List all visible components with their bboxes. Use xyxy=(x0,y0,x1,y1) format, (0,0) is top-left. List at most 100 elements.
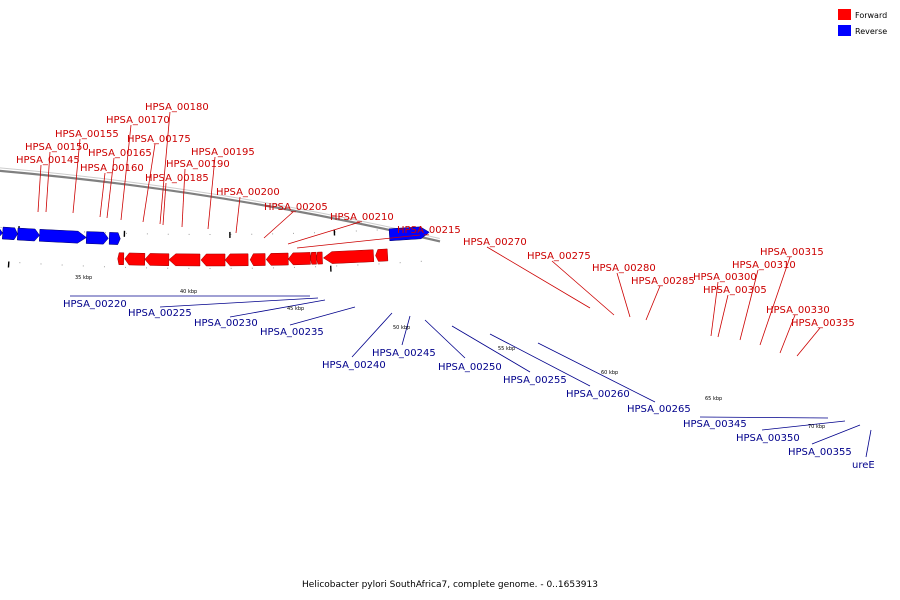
gene-label[interactable]: HPSA_00145 xyxy=(16,155,80,166)
reverse-gene-arrow[interactable] xyxy=(2,226,18,241)
legend-reverse-swatch xyxy=(838,25,851,36)
forward-gene-arrow[interactable] xyxy=(144,253,170,266)
leader-line xyxy=(645,285,661,321)
map-caption: Helicobacter pylori SouthAfrica7, comple… xyxy=(302,580,598,590)
leader-line xyxy=(207,156,216,230)
gene-label[interactable]: HPSA_00315 xyxy=(760,247,824,258)
gene-label[interactable]: HPSA_00350 xyxy=(736,433,800,444)
leader-line xyxy=(551,260,615,316)
gene-label[interactable]: HPSA_00265 xyxy=(627,404,691,415)
leader-line xyxy=(401,315,411,346)
gene-label[interactable]: HPSA_00240 xyxy=(322,360,386,371)
leader-line xyxy=(229,299,326,318)
leader-line xyxy=(296,234,421,249)
gene-label[interactable]: HPSA_00170 xyxy=(106,115,170,126)
leader-line xyxy=(424,319,466,359)
gene-label[interactable]: HPSA_00205 xyxy=(264,202,328,213)
gene-label[interactable]: HPSA_00330 xyxy=(766,305,830,316)
gene-label[interactable]: HPSA_00230 xyxy=(194,318,258,329)
tick-label: 60 kbp xyxy=(601,370,618,376)
gene-label[interactable]: HPSA_00300 xyxy=(693,272,757,283)
gene-label[interactable]: HPSA_00235 xyxy=(260,327,324,338)
gene-label[interactable]: HPSA_00280 xyxy=(592,263,656,274)
gene-label[interactable]: HPSA_00180 xyxy=(145,102,209,113)
gene-label[interactable]: HPSA_00210 xyxy=(330,212,394,223)
legend: Forward Reverse xyxy=(838,9,887,36)
tick-label: 50 kbp xyxy=(393,325,410,331)
gene-label[interactable]: HPSA_00220 xyxy=(63,299,127,310)
leader-line xyxy=(263,211,294,239)
reverse-gene-arrow[interactable] xyxy=(16,227,40,242)
forward-gene-arrow[interactable] xyxy=(375,248,389,262)
gene-label[interactable]: HPSA_00185 xyxy=(145,173,209,184)
gene-label[interactable]: HPSA_00160 xyxy=(80,163,144,174)
tick-label: 45 kbp xyxy=(287,306,304,312)
leader-line xyxy=(289,306,356,326)
leader-line xyxy=(779,314,796,354)
backbone-line xyxy=(0,169,441,243)
gene-label[interactable]: HPSA_00255 xyxy=(503,375,567,386)
backbone-shadow xyxy=(0,167,440,239)
leader-line xyxy=(159,297,319,308)
forward-gene-arrow[interactable] xyxy=(310,251,317,265)
gene-label[interactable]: HPSA_00275 xyxy=(527,251,591,262)
leader-line xyxy=(181,168,186,228)
forward-gene-arrow[interactable] xyxy=(265,252,289,266)
forward-gene-arrow[interactable] xyxy=(287,252,311,266)
leader-line xyxy=(761,420,846,431)
forward-gene-arrow[interactable] xyxy=(224,253,249,267)
leader-line xyxy=(106,157,115,219)
reverse-gene-arrow[interactable] xyxy=(0,226,3,239)
reverse-gene-arrow[interactable] xyxy=(108,232,121,245)
gene-label[interactable]: ureE xyxy=(852,460,875,471)
gene-label[interactable]: HPSA_00270 xyxy=(463,237,527,248)
gene-label[interactable]: HPSA_00345 xyxy=(683,419,747,430)
leader-line xyxy=(45,151,51,213)
gene-label[interactable]: HPSA_00305 xyxy=(703,285,767,296)
gene-label[interactable]: HPSA_00165 xyxy=(88,148,152,159)
leader-line xyxy=(796,327,821,357)
gene-label[interactable]: HPSA_00335 xyxy=(791,318,855,329)
gene-label[interactable]: HPSA_00195 xyxy=(191,147,255,158)
gene-label[interactable]: HPSA_00155 xyxy=(55,129,119,140)
gene-label[interactable]: HPSA_00225 xyxy=(128,308,192,319)
gene-labels: HPSA_00145 HPSA_00150 HPSA_00155 HPSA_00… xyxy=(16,102,875,471)
forward-gene-arrow[interactable] xyxy=(322,249,375,264)
leader-line xyxy=(616,272,631,318)
gene-label[interactable]: HPSA_00285 xyxy=(631,276,695,287)
leader-line xyxy=(739,269,759,341)
gene-label[interactable]: HPSA_00190 xyxy=(166,159,230,170)
leader-line xyxy=(759,256,791,346)
gene-label[interactable]: HPSA_00150 xyxy=(25,142,89,153)
reverse-gene-arrow[interactable] xyxy=(85,231,109,245)
forward-gene-arrow[interactable] xyxy=(124,252,146,266)
gene-label[interactable]: HPSA_00200 xyxy=(216,187,280,198)
gene-label[interactable]: HPSA_00215 xyxy=(397,225,461,236)
gene-label[interactable]: HPSA_00250 xyxy=(438,362,502,373)
legend-reverse-label: Reverse xyxy=(855,27,887,36)
tick-label: 65 kbp xyxy=(705,396,722,402)
leader-line xyxy=(142,143,156,223)
forward-gene-arrow[interactable] xyxy=(200,253,226,267)
leader-line xyxy=(699,416,829,419)
gene-label[interactable]: HPSA_00245 xyxy=(372,348,436,359)
legend-forward-label: Forward xyxy=(855,11,887,20)
forward-gene-arrow[interactable] xyxy=(316,251,323,265)
gene-label[interactable]: HPSA_00355 xyxy=(788,447,852,458)
leader-line xyxy=(120,124,132,221)
leader-line xyxy=(451,325,531,373)
tick-labels: 35 kbp 40 kbp 45 kbp 50 kbp 55 kbp 60 kb… xyxy=(75,275,825,430)
forward-gene-arrow[interactable] xyxy=(168,253,201,267)
gene-label[interactable]: HPSA_00310 xyxy=(732,260,796,271)
tick-label: 55 kbp xyxy=(498,346,515,352)
reverse-gene-arrow[interactable] xyxy=(38,229,87,244)
leader-line xyxy=(717,294,729,338)
leader-line xyxy=(162,182,167,226)
gene-label[interactable]: HPSA_00175 xyxy=(127,134,191,145)
forward-gene-arrow[interactable] xyxy=(117,252,125,266)
gene-label[interactable]: HPSA_00260 xyxy=(566,389,630,400)
tick-label: 70 kbp xyxy=(808,424,825,430)
forward-gene-arrow[interactable] xyxy=(249,253,266,266)
leader-line xyxy=(159,111,171,225)
